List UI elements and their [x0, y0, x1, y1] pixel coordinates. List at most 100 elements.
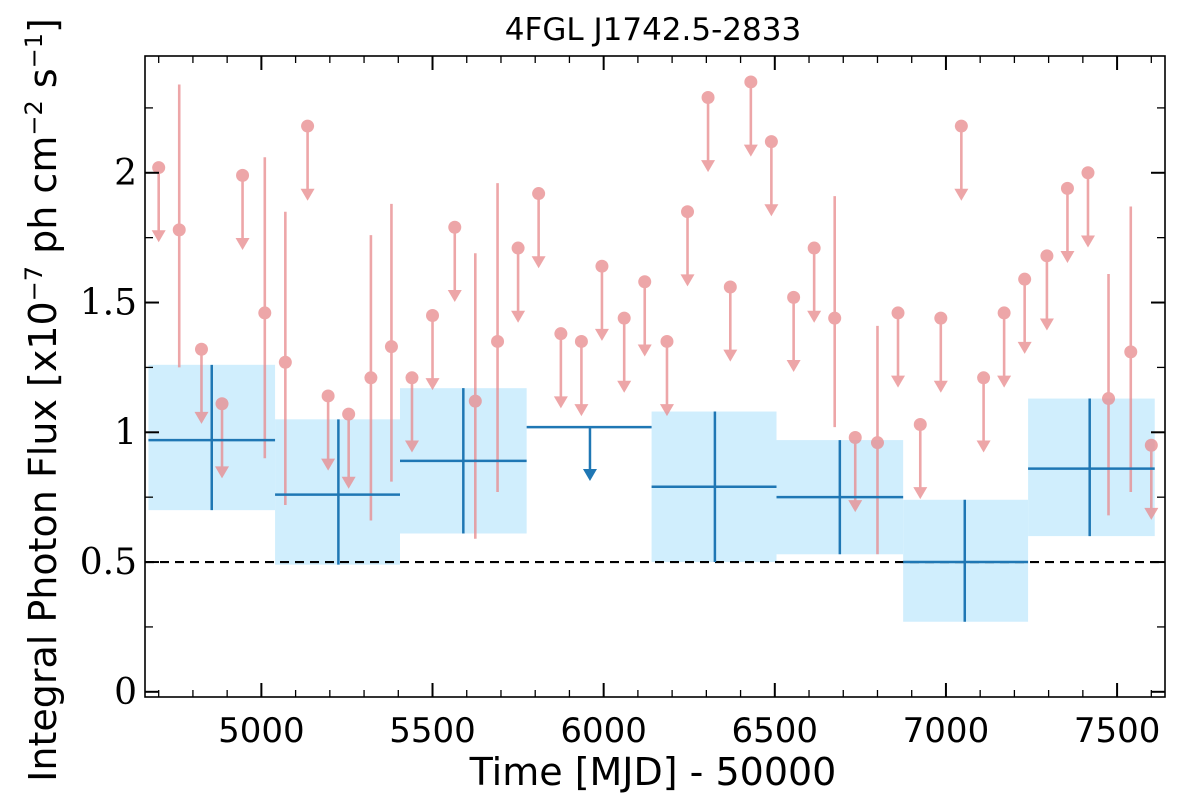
fine-ul-arrow [404, 440, 419, 453]
fine-marker [342, 407, 356, 421]
fine-marker [301, 119, 315, 133]
fine-marker [934, 311, 948, 325]
fine-marker [321, 389, 335, 403]
fine-point-8 [321, 389, 336, 471]
y-label-text: Integral Photon Flux [x10 [21, 301, 65, 782]
fine-point-14 [447, 220, 462, 302]
coarse-point-1 [275, 419, 400, 565]
fine-ul-arrow [215, 466, 230, 479]
fine-point-47 [1144, 438, 1159, 520]
fine-ul-arrow [574, 404, 589, 417]
coarse-bin-bands [148, 364, 1155, 622]
fine-point-45 [1102, 273, 1116, 516]
fine-marker [617, 311, 631, 325]
coarse-point-5 [776, 440, 904, 555]
fine-ul-arrow [511, 310, 526, 323]
fine-marker [532, 187, 546, 201]
fine-point-7 [300, 119, 315, 201]
fine-ul-arrow [553, 396, 568, 409]
fine-point-15 [468, 253, 482, 539]
fine-marker [1102, 392, 1116, 406]
y-tick-label: 0.5 [80, 542, 137, 583]
fine-ul-arrow [786, 360, 801, 373]
fine-marker [194, 342, 208, 356]
fine-point-42 [1039, 249, 1054, 331]
y-label-exponent: −1 [20, 33, 48, 68]
fine-ul-arrow [764, 204, 779, 217]
y-axis-label: Integral Photon Flux [x10−7 ph cm−2 s−1] [20, 18, 65, 782]
fine-point-4 [235, 168, 250, 251]
fine-point-27 [723, 280, 738, 362]
fine-marker [997, 306, 1011, 320]
fine-point-34 [870, 325, 884, 555]
fine-marker [807, 241, 821, 255]
fine-bin-series [151, 75, 1159, 555]
fine-marker [1060, 181, 1074, 195]
coarse-ul-arrow [582, 469, 597, 482]
x-tick-label: 7000 [903, 711, 990, 751]
x-axis-ticks: 5000 5500 6000 6500 7000 7500 [158, 56, 1160, 751]
fine-point-11 [384, 203, 398, 482]
fine-marker [1144, 438, 1158, 452]
fine-marker [828, 311, 842, 325]
fine-marker [491, 334, 505, 348]
coarse-bin-band-7 [1028, 398, 1155, 537]
fine-marker [681, 205, 695, 219]
fine-marker [278, 355, 292, 369]
fine-ul-arrow [954, 188, 969, 201]
y-tick-label: 1 [114, 412, 137, 453]
fine-marker [913, 418, 927, 432]
fine-point-18 [531, 187, 546, 269]
coarse-bin-series [148, 364, 1155, 622]
coarse-point-3 [526, 425, 652, 482]
fine-marker [787, 290, 801, 304]
y-tick-label: 0 [114, 672, 137, 713]
fine-point-29 [764, 135, 779, 217]
coarse-point-6 [903, 499, 1029, 622]
fine-marker [511, 241, 525, 255]
fine-ul-arrow [151, 230, 166, 243]
fine-point-40 [997, 306, 1012, 388]
fine-point-31 [807, 241, 822, 323]
fine-marker [848, 430, 862, 444]
fine-ul-arrow [447, 289, 462, 302]
fine-ul-arrow [341, 476, 356, 489]
fine-marker [723, 280, 737, 294]
fine-point-25 [680, 205, 695, 287]
fine-point-16 [491, 183, 505, 492]
fine-ul-arrow [321, 458, 336, 471]
axes-frame [144, 55, 1166, 698]
y-tick-label: 1.5 [80, 283, 137, 324]
fine-ul-arrow [680, 274, 695, 287]
fine-point-37 [933, 311, 948, 393]
fine-marker [384, 340, 398, 354]
fine-ul-arrow [594, 328, 609, 341]
fine-ul-arrow [617, 380, 632, 393]
fine-ul-arrow [300, 188, 315, 201]
fine-point-26 [701, 91, 716, 173]
fine-marker [977, 371, 991, 385]
fine-ul-arrow [659, 404, 674, 417]
fine-point-44 [1080, 166, 1095, 248]
fine-ul-arrow [933, 380, 948, 393]
fine-marker [595, 259, 609, 273]
fine-ul-arrow [1080, 235, 1095, 248]
fine-ul-arrow [425, 378, 440, 391]
fine-marker [236, 168, 250, 182]
fine-point-12 [404, 371, 419, 453]
coarse-point-4 [651, 411, 777, 563]
fine-marker [554, 327, 568, 341]
fine-marker [1018, 272, 1032, 286]
fine-ul-arrow [891, 375, 906, 388]
fine-marker [448, 220, 462, 234]
fine-point-22 [617, 311, 632, 393]
fine-ul-arrow [194, 411, 209, 424]
fine-point-32 [828, 196, 842, 428]
fine-marker [215, 397, 229, 411]
y-label-text: ] [21, 18, 65, 33]
fine-point-30 [786, 290, 801, 373]
y-axis-ticks: 0 0.5 1 1.5 2 [80, 107, 1165, 713]
x-tick-label: 5000 [218, 711, 305, 751]
fine-ul-arrow [807, 310, 822, 323]
fine-ul-arrow [976, 440, 991, 453]
